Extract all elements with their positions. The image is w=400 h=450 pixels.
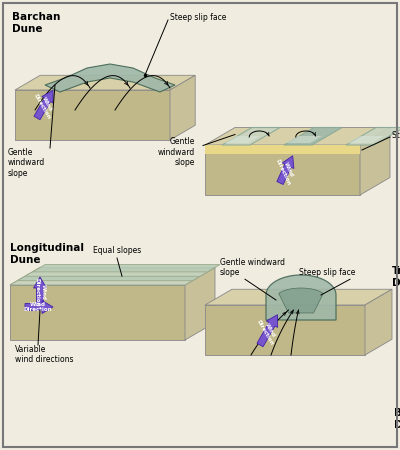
FancyArrow shape — [257, 315, 278, 347]
Polygon shape — [365, 289, 392, 355]
Polygon shape — [15, 90, 170, 140]
Polygon shape — [346, 127, 400, 145]
Polygon shape — [18, 273, 205, 281]
Polygon shape — [170, 75, 195, 140]
Polygon shape — [360, 127, 390, 195]
Text: Wind
Direction: Wind Direction — [275, 156, 297, 186]
Text: Transverse
Dune: Transverse Dune — [392, 266, 400, 288]
FancyArrow shape — [277, 156, 294, 184]
Polygon shape — [205, 145, 360, 195]
Polygon shape — [224, 136, 260, 143]
Polygon shape — [266, 275, 336, 320]
Text: Wind
Direction: Wind Direction — [32, 90, 56, 121]
Polygon shape — [15, 75, 195, 90]
Text: Barchan
Dune: Barchan Dune — [12, 12, 60, 34]
Text: Steep slip face: Steep slip face — [299, 268, 355, 277]
Polygon shape — [205, 127, 390, 145]
Polygon shape — [286, 136, 322, 143]
Polygon shape — [279, 288, 323, 313]
FancyArrow shape — [25, 301, 53, 314]
Polygon shape — [205, 145, 360, 154]
Text: Gentle windward
slope: Gentle windward slope — [220, 258, 285, 277]
Text: Wind
Direction: Wind Direction — [34, 278, 46, 306]
Polygon shape — [205, 289, 392, 305]
Polygon shape — [10, 267, 215, 285]
Text: Wind
Direction: Wind Direction — [23, 302, 52, 312]
Polygon shape — [25, 269, 212, 276]
Polygon shape — [10, 278, 198, 285]
Text: Longitudinal
Dune: Longitudinal Dune — [10, 243, 84, 265]
Text: Steep slip face: Steep slip face — [392, 130, 400, 140]
Polygon shape — [45, 64, 175, 92]
Text: Gentle
windward
slope: Gentle windward slope — [8, 148, 45, 178]
Text: Wind
Direction: Wind Direction — [256, 316, 280, 346]
Text: Steep slip face: Steep slip face — [170, 14, 226, 22]
Text: Variable
wind directions: Variable wind directions — [15, 345, 74, 365]
Text: Equal slopes: Equal slopes — [93, 246, 141, 255]
FancyArrow shape — [34, 90, 53, 120]
Polygon shape — [284, 127, 342, 145]
Polygon shape — [185, 267, 215, 340]
Polygon shape — [222, 127, 280, 145]
Text: Blowout
Dune: Blowout Dune — [394, 409, 400, 430]
Polygon shape — [348, 136, 384, 143]
Polygon shape — [32, 265, 220, 272]
FancyArrow shape — [34, 277, 46, 305]
Polygon shape — [10, 285, 185, 340]
Text: Gentle
windward
slope: Gentle windward slope — [158, 138, 195, 167]
Polygon shape — [205, 305, 365, 355]
